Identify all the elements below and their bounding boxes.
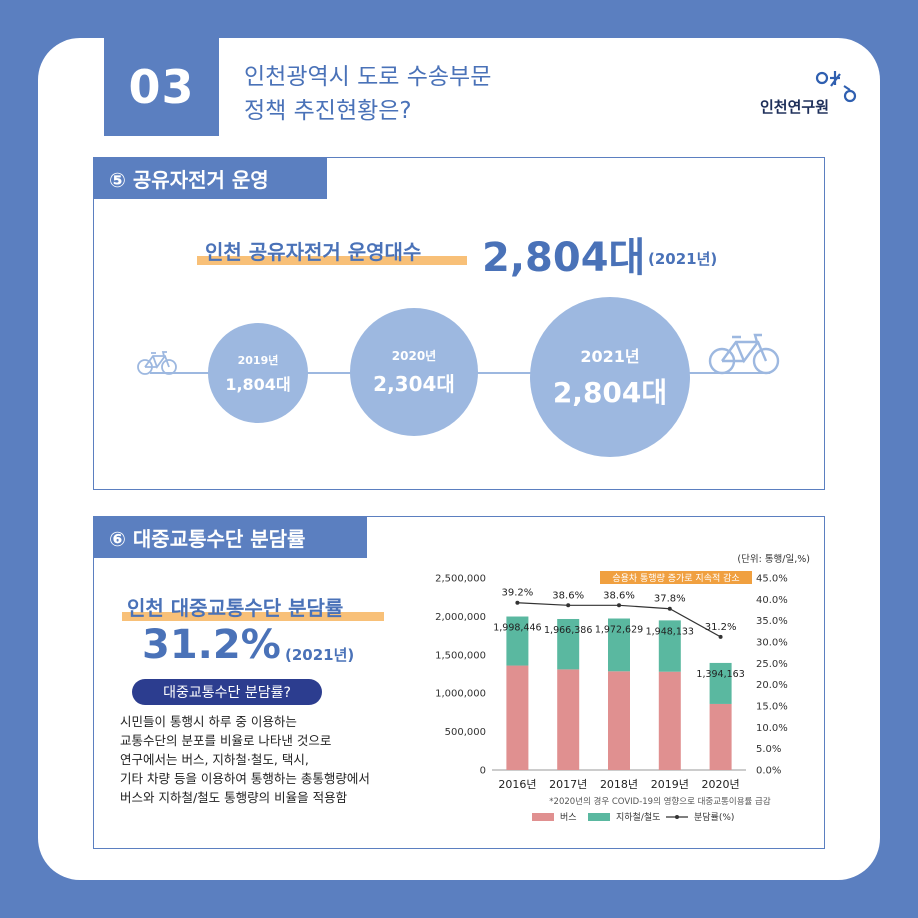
right-axis-tick-label: 0.0%	[756, 766, 781, 777]
page-title-line2: 정책 추진현황은?	[244, 98, 412, 124]
left-axis-tick-label: 1,000,000	[435, 689, 486, 700]
shared-bike-panel	[93, 157, 825, 490]
share-label: 31.2%	[705, 622, 737, 633]
large-bicycle-icon	[708, 333, 780, 375]
bar-bus	[608, 671, 630, 770]
bar-rail	[506, 616, 529, 666]
bar-total-label: 1,394,163	[696, 669, 744, 680]
bar-rail	[557, 618, 580, 670]
bar-total-label: 1,972,629	[595, 625, 643, 636]
definition-text: 시민들이 통행시 하루 중 이용하는 교통수단의 분포를 비율로 나타낸 것으로…	[120, 712, 420, 807]
left-axis-tick-label: 2,000,000	[435, 612, 486, 623]
right-axis-tick-label: 5.0%	[756, 744, 781, 755]
right-axis-tick-label: 35.0%	[756, 616, 788, 627]
definition-line-5: 버스와 지하철/철도 통행량의 비율을 적용함	[120, 790, 348, 805]
legend-swatch-rail	[588, 813, 610, 821]
left-axis-tick-label: 1,500,000	[435, 650, 486, 661]
right-axis-tick-label: 10.0%	[756, 723, 788, 734]
section5-tab: ⑤ 공유자전거 운영	[93, 157, 327, 199]
left-axis-tick-label: 500,000	[445, 727, 486, 738]
bike-headline-label: 인천 공유자전거 운영대수	[205, 240, 422, 264]
right-axis-tick-label: 25.0%	[756, 659, 788, 670]
transit-headline-label: 인천 대중교통수단 분담률	[127, 596, 344, 620]
legend-label-bus: 버스	[560, 812, 577, 823]
page-title: 인천광역시 도로 수송부문 정책 추진현황은?	[244, 60, 491, 128]
definition-line-4: 기타 차량 등을 이용하여 통행하는 총통행량에서	[120, 771, 370, 786]
bike-circle-2020-value: 2,304대	[373, 372, 455, 396]
share-point	[667, 606, 672, 611]
bike-circle-2021: 2021년 2,804대	[530, 297, 690, 457]
legend-label-rail: 지하철/철도	[616, 812, 660, 823]
transit-headline-highlight	[122, 612, 384, 621]
definition-line-3: 연구에서는 버스, 지하철·철도, 택시,	[120, 752, 309, 767]
institute-logo-text: 인천연구원	[760, 98, 830, 116]
legend-label-share: 분담률(%)	[694, 811, 734, 823]
right-axis-tick-label: 20.0%	[756, 680, 788, 691]
chart-unit-note: (단위: 통행/일,%)	[737, 553, 810, 565]
bike-circle-2021-value: 2,804대	[552, 376, 668, 409]
definition-pill: 대중교통수단 분담률?	[132, 679, 322, 705]
bar-rail	[608, 618, 630, 672]
share-label: 37.8%	[654, 594, 686, 605]
definition-line-1: 시민들이 통행시 하루 중 이용하는	[120, 714, 297, 729]
transit-chart: (단위: 통행/일,%) 승용차 통행량 증가로 지속적 감소 0 500,000 1,…	[435, 553, 810, 823]
chart-footnote: *2020년의 경우 COVID-19의 영향으로 대중교통이용률 급감	[549, 796, 771, 807]
bar-bus	[506, 665, 529, 770]
share-label: 38.6%	[603, 590, 635, 601]
bike-headline-value: 2,804대	[482, 235, 646, 281]
bar-rail	[709, 662, 732, 704]
transit-headline-year: (2021년)	[285, 646, 355, 664]
left-axis-tick-label: 2,500,000	[435, 574, 486, 585]
transit-headline-value: 31.2%	[142, 622, 281, 668]
x-tick-label: 2017년	[549, 778, 587, 791]
right-axis-tick-label: 15.0%	[756, 702, 788, 713]
bar-rail	[658, 620, 681, 672]
chart-annotation: 승용차 통행량 증가로 지속적 감소	[612, 572, 739, 584]
institute-logo-icon	[815, 71, 857, 103]
bar-total-label: 1,998,446	[493, 623, 541, 634]
bar-total-label: 1,966,386	[544, 625, 592, 636]
x-tick-label: 2020년	[702, 778, 740, 791]
share-label: 39.2%	[502, 588, 534, 599]
bike-headline-highlight	[197, 256, 467, 265]
chart-annotation-box	[600, 571, 752, 584]
share-point	[718, 634, 723, 639]
bike-headline-year: (2021년)	[648, 250, 718, 268]
definition-line-2: 교통수단의 분포를 비율로 나타낸 것으로	[120, 733, 332, 748]
share-point	[617, 603, 621, 608]
bike-circle-2020: 2020년 2,304대	[350, 308, 478, 436]
bar-bus	[557, 669, 580, 770]
bike-circle-2019: 2019년 1,804대	[208, 323, 308, 423]
share-point	[566, 603, 571, 608]
legend-swatch-bus	[532, 813, 554, 821]
bike-circle-2021-year: 2021년	[580, 347, 640, 366]
x-tick-label: 2019년	[651, 778, 689, 791]
share-point	[515, 600, 520, 605]
x-tick-label: 2016년	[498, 778, 536, 791]
right-axis-tick-label: 30.0%	[756, 638, 788, 649]
share-label: 38.6%	[552, 590, 584, 601]
left-axis-tick-label: 0	[480, 766, 486, 777]
section-number: 03	[104, 38, 219, 136]
bike-circle-2019-year: 2019년	[237, 353, 279, 367]
right-axis-tick-label: 40.0%	[756, 595, 788, 606]
bar-bus	[709, 703, 732, 770]
x-tick-label: 2018년	[600, 778, 638, 791]
bike-circle-2020-year: 2020년	[391, 349, 437, 363]
right-axis-tick-label: 45.0%	[756, 574, 788, 585]
small-bicycle-icon	[137, 351, 177, 375]
bar-total-label: 1,948,133	[646, 626, 694, 637]
legend-marker-share	[675, 815, 679, 819]
bike-circle-2019-value: 1,804대	[225, 374, 291, 394]
bar-bus	[658, 671, 681, 770]
page-title-line1: 인천광역시 도로 수송부문	[244, 64, 492, 90]
section6-tab: ⑥ 대중교통수단 분담률	[93, 516, 367, 558]
